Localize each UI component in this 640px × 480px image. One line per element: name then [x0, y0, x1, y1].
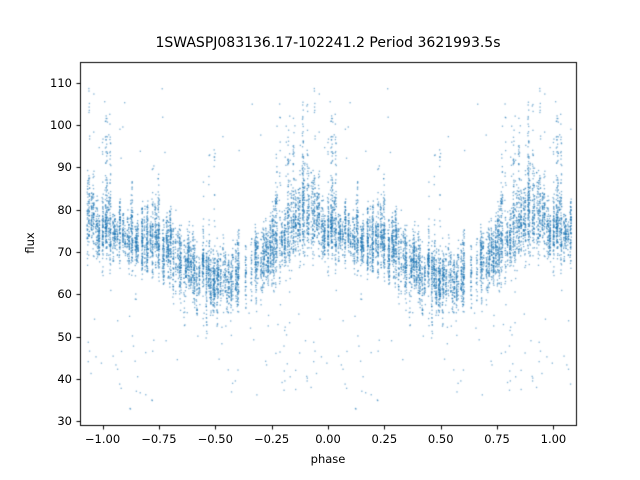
- y-tick-label: 100: [50, 118, 72, 133]
- y-tick-label: 70: [57, 244, 72, 259]
- x-axis-label: phase: [310, 452, 346, 466]
- x-tick-label: 0.00: [315, 432, 341, 446]
- x-tick-label: 0.50: [427, 432, 454, 446]
- y-tick-label: 90: [57, 160, 72, 175]
- y-axis-label: flux: [23, 232, 37, 254]
- y-tick-label: 60: [57, 287, 72, 302]
- x-tick-label: −0.25: [254, 432, 290, 446]
- x-tick-label: −0.50: [197, 432, 233, 446]
- x-tick-label: 1.00: [540, 432, 567, 446]
- y-tick-label: 80: [57, 202, 72, 217]
- x-tick-label: 0.75: [484, 432, 510, 446]
- y-tick-label: 110: [50, 75, 72, 90]
- y-tick-label: 40: [57, 371, 72, 386]
- x-tick-label: −0.75: [141, 432, 177, 446]
- plot-title: 1SWASPJ083136.17-102241.2 Period 3621993…: [155, 35, 501, 51]
- y-tick-label: 50: [57, 329, 72, 344]
- y-tick-label: 30: [57, 414, 72, 429]
- x-tick-label: 0.25: [371, 432, 398, 446]
- x-tick-label: −1.00: [84, 432, 121, 446]
